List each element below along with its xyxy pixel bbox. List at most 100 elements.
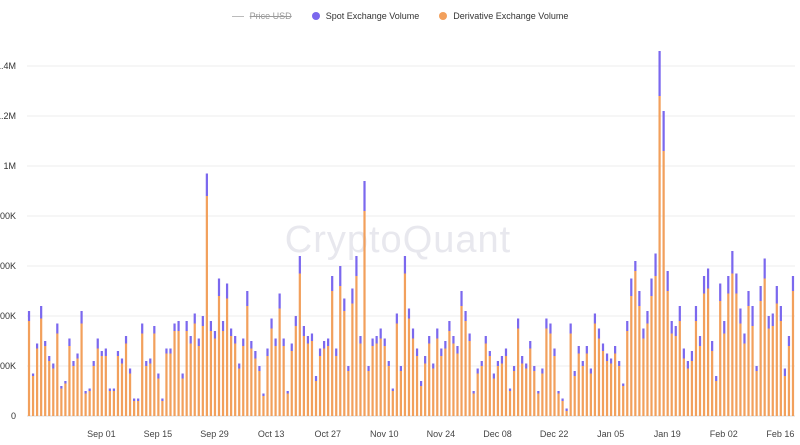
bar-derivative: [141, 333, 144, 416]
bar-derivative: [775, 303, 778, 416]
bar-derivative: [743, 343, 746, 416]
bar-derivative: [763, 278, 766, 416]
bar-derivative: [662, 151, 665, 416]
bar-spot: [618, 361, 621, 366]
bar-derivative: [274, 346, 277, 416]
x-tick-label: Nov 24: [427, 429, 456, 439]
bar-spot: [771, 313, 774, 326]
bar-derivative: [399, 371, 402, 416]
bar-derivative: [771, 326, 774, 416]
bar-derivative: [294, 326, 297, 416]
bar-derivative: [472, 393, 475, 416]
bar-spot: [452, 336, 455, 344]
bar-spot: [331, 276, 334, 291]
legend-item-spot[interactable]: Spot Exchange Volume: [311, 11, 419, 21]
bar-spot: [698, 336, 702, 346]
bar-derivative: [347, 371, 350, 416]
bar-derivative: [375, 343, 378, 416]
bar-derivative: [254, 358, 257, 416]
bar-spot: [153, 326, 156, 334]
bar-spot: [108, 388, 111, 391]
bar-spot: [177, 321, 180, 331]
bar-spot: [84, 391, 87, 394]
bar-spot: [294, 316, 297, 326]
bar-spot: [605, 353, 609, 361]
bar-derivative: [630, 296, 633, 416]
bar-spot: [31, 373, 35, 376]
bar-spot: [322, 341, 326, 349]
bar-derivative: [278, 308, 281, 416]
bar-derivative: [690, 361, 694, 416]
bar-derivative: [60, 388, 63, 416]
bar-spot: [286, 391, 289, 394]
bar-derivative: [614, 353, 617, 416]
watermark: CryptoQuant: [285, 219, 511, 261]
bar-spot: [504, 348, 508, 356]
bar-derivative: [298, 273, 301, 416]
bar-spot: [399, 366, 402, 371]
bar-derivative: [395, 323, 398, 416]
bar-spot: [751, 306, 754, 326]
bar-derivative: [694, 321, 698, 416]
bar-spot: [472, 391, 475, 394]
bar-derivative: [84, 393, 87, 416]
bar-spot: [205, 173, 208, 196]
bar-spot: [464, 311, 467, 321]
bar-derivative: [428, 343, 431, 416]
bar-spot: [658, 51, 661, 96]
x-tick-label: Nov 10: [370, 429, 399, 439]
bar-derivative: [424, 363, 427, 416]
bar-derivative: [569, 333, 572, 416]
bar-spot: [573, 371, 576, 376]
legend-label-derivative: Derivative Exchange Volume: [453, 11, 569, 21]
bar-spot: [787, 336, 791, 346]
bar-derivative: [593, 323, 597, 416]
bar-derivative: [379, 338, 382, 416]
bar-derivative: [759, 301, 762, 416]
bar-spot: [149, 358, 152, 364]
bar-derivative: [577, 353, 580, 416]
bar-spot: [234, 336, 237, 344]
bar-spot: [541, 368, 544, 374]
bar-spot: [783, 368, 786, 376]
bar-derivative: [137, 401, 140, 416]
bar-derivative: [573, 376, 576, 416]
y-tick-label: 800K: [0, 211, 16, 221]
bar-spot: [112, 388, 116, 391]
bar-derivative: [56, 333, 59, 416]
bar-spot: [666, 271, 669, 291]
bar-spot: [456, 346, 459, 354]
bar-derivative: [104, 356, 107, 416]
legend-item-derivative[interactable]: Derivative Exchange Volume: [439, 11, 568, 21]
bar-derivative: [480, 366, 483, 416]
legend-item-price[interactable]: Price USD: [231, 11, 292, 21]
x-tick-label: Feb 02: [710, 429, 738, 439]
bar-spot: [581, 361, 584, 366]
bar-derivative: [177, 331, 180, 416]
bar-spot: [561, 398, 564, 401]
bar-derivative: [460, 306, 463, 416]
bar-derivative: [383, 346, 386, 416]
bar-derivative: [674, 336, 677, 416]
bar-derivative: [238, 368, 241, 416]
bar-spot: [165, 348, 168, 354]
bar-derivative: [783, 376, 786, 416]
y-tick-label: 1.4M: [0, 61, 16, 71]
bar-derivative: [525, 368, 528, 416]
legend-dot-derivative: [439, 12, 448, 20]
bar-spot: [242, 338, 245, 346]
bar-spot: [274, 338, 277, 346]
bar-derivative: [561, 401, 564, 416]
bar-derivative: [306, 343, 310, 416]
bar-spot: [767, 316, 770, 329]
bar-derivative: [727, 293, 730, 416]
bar-derivative: [517, 328, 520, 416]
bar-spot: [145, 361, 148, 366]
bar-derivative: [282, 346, 285, 416]
bar-spot: [525, 363, 528, 369]
bar-derivative: [719, 301, 722, 416]
bar-derivative: [678, 321, 681, 416]
bar-spot: [250, 341, 253, 349]
bar-derivative: [363, 211, 366, 416]
bar-derivative: [128, 373, 132, 416]
